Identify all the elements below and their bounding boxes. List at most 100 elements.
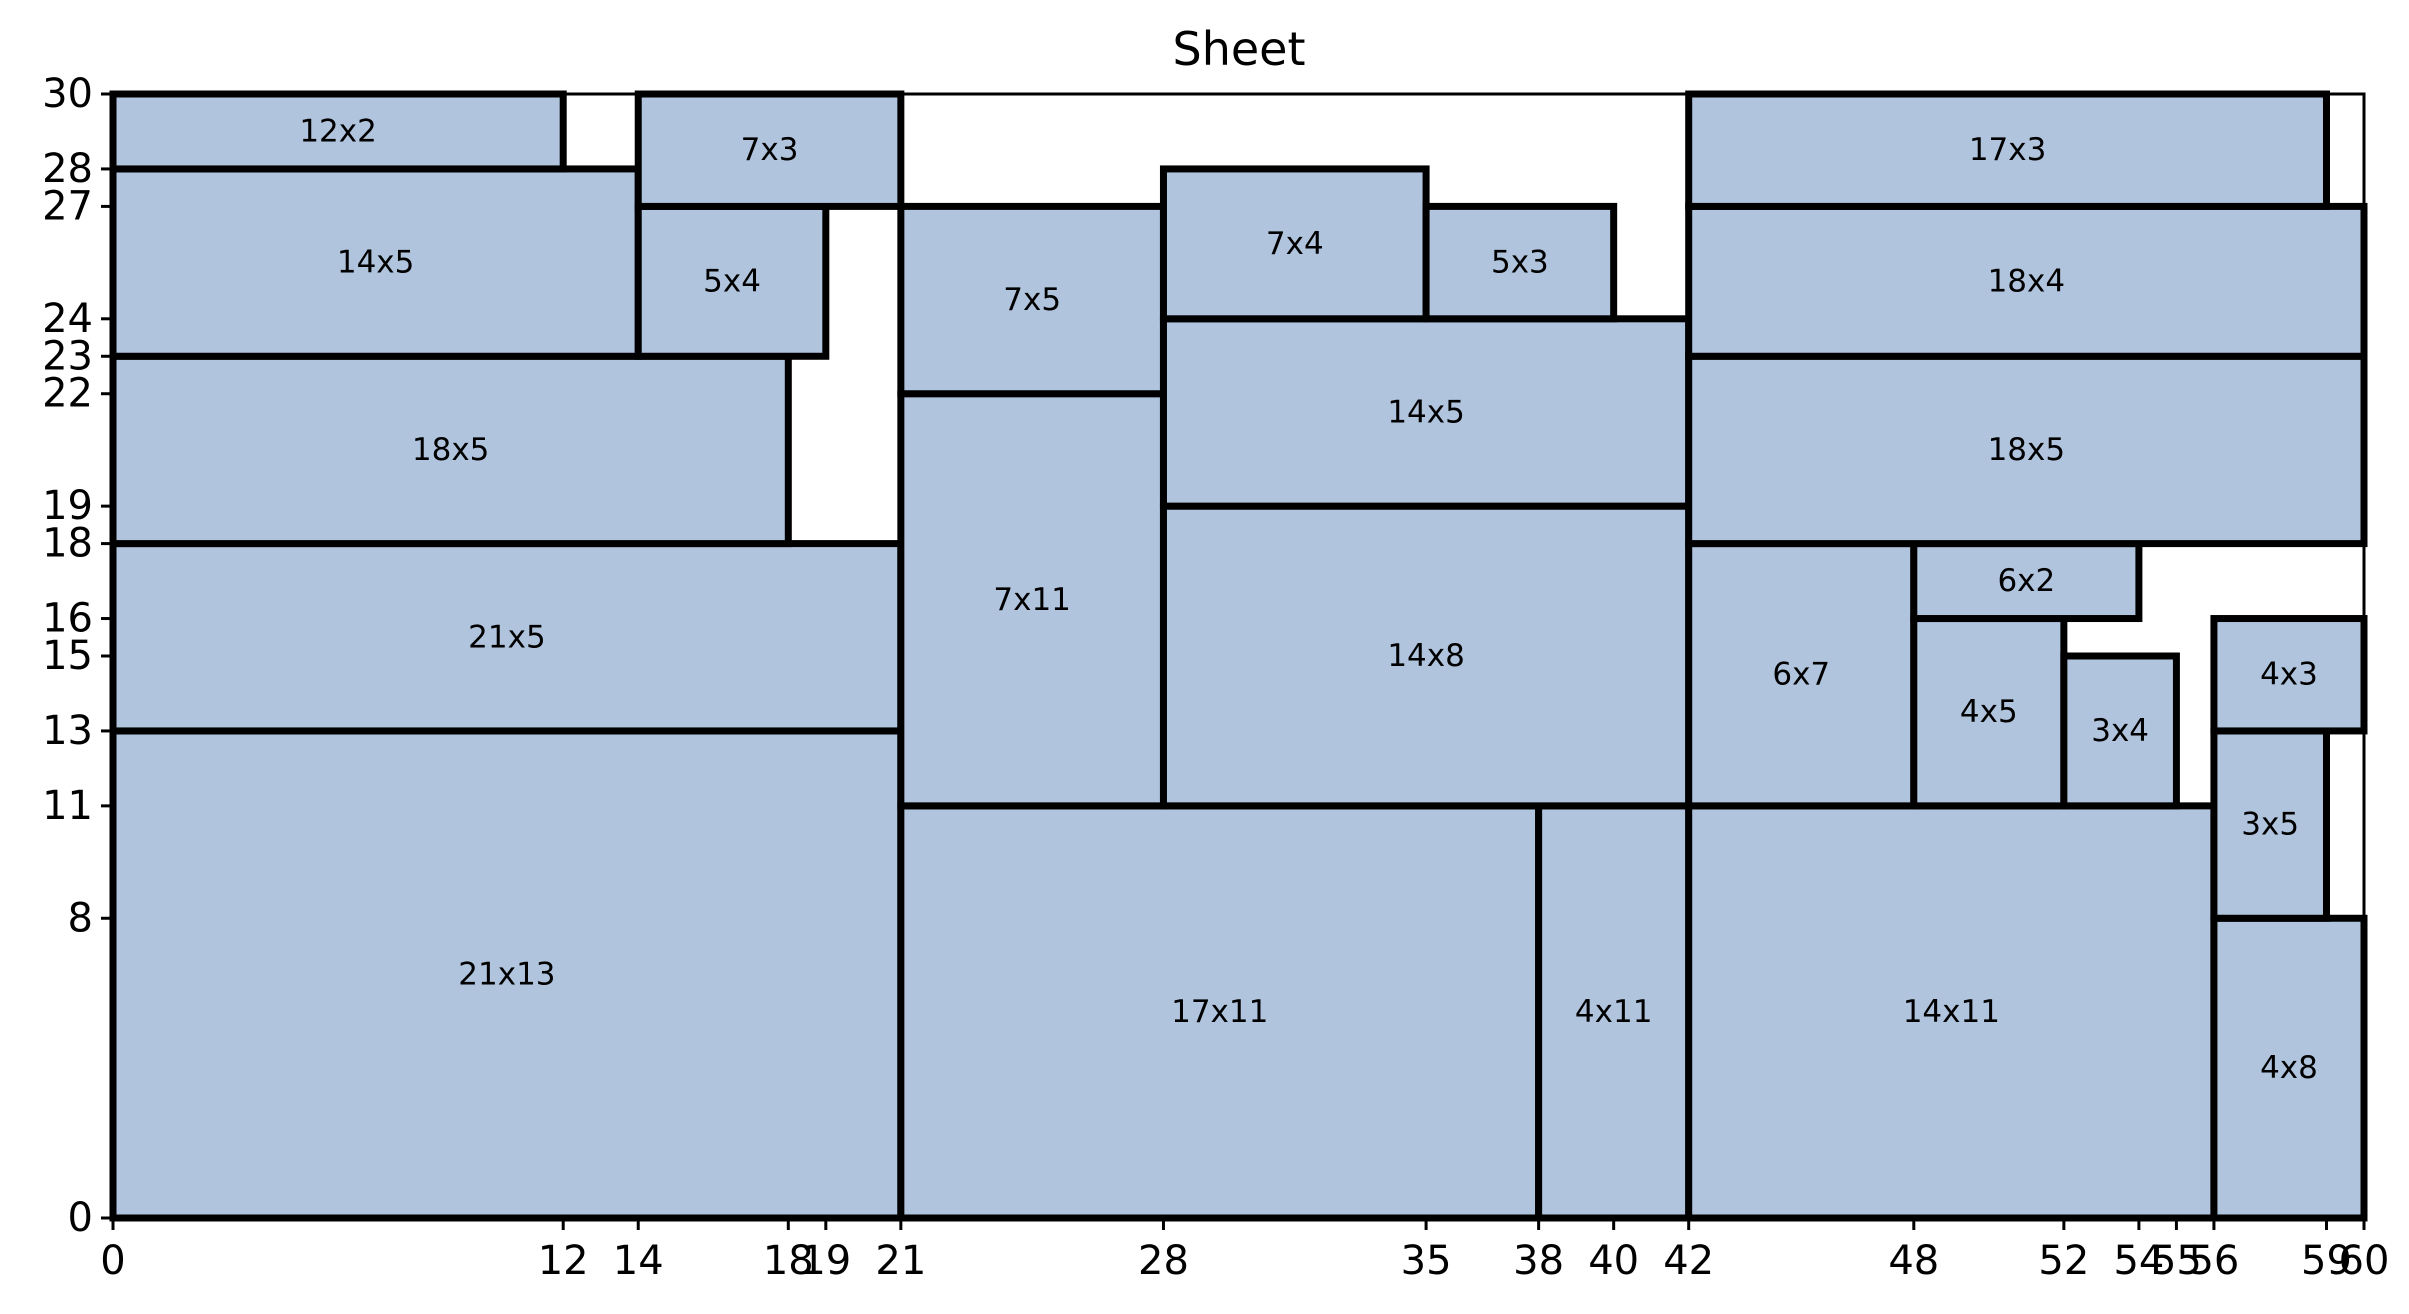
piece-5x3: 5x3: [1422, 202, 1618, 323]
y-tick-label: 30: [42, 71, 93, 117]
x-tick-label: 40: [1588, 1238, 1639, 1284]
piece-label: 7x4: [1266, 226, 1324, 262]
y-tick-label: 18: [42, 521, 93, 567]
piece-rect: [1159, 315, 1693, 510]
piece-label: 4x3: [2260, 657, 2318, 693]
piece-4x8: 4x8: [2210, 914, 2368, 1222]
x-tick-label: 18: [763, 1238, 814, 1284]
piece-3x5: 3x5: [2210, 727, 2330, 922]
piece-18x5: 18x5: [109, 352, 792, 548]
piece-label: 5x3: [1491, 245, 1549, 281]
y-tick-label: 11: [42, 783, 93, 829]
x-tick-label: 12: [538, 1238, 589, 1284]
x-tick-label: 52: [2038, 1238, 2089, 1284]
y-tick-label: 24: [42, 296, 93, 342]
y-tick-label: 19: [42, 483, 93, 529]
piece-label: 17x3: [1969, 132, 2047, 168]
piece-3x4: 3x4: [2060, 652, 2180, 810]
piece-12x2: 12x2: [109, 90, 567, 173]
y-tick-label: 27: [42, 183, 93, 229]
piece-label: 21x13: [458, 956, 555, 992]
y-tick-label: 22: [42, 371, 93, 417]
piece-label: 3x5: [2241, 807, 2299, 843]
piece-rect: [634, 202, 830, 360]
piece-rect: [634, 90, 905, 210]
piece-14x8: 14x8: [1159, 502, 1693, 810]
piece-14x11: 14x11: [1685, 802, 2218, 1222]
x-tick-label: 48: [1888, 1238, 1939, 1284]
pieces-group: 21x13 21x5 18x5 14x5 12x2 5x4 7x3 17x11 7x11 7x5 4…: [109, 90, 2368, 1222]
piece-rect: [1422, 202, 1618, 323]
piece-rect: [2210, 727, 2330, 922]
piece-7x4: 7x4: [1159, 165, 1430, 323]
piece-14x5: 14x5: [1159, 315, 1693, 510]
x-tick-label: 56: [2188, 1238, 2239, 1284]
piece-4x11: 4x11: [1535, 802, 1693, 1222]
x-tick-label: 59: [2301, 1238, 2352, 1284]
piece-rect: [897, 802, 1543, 1222]
piece-rect: [1685, 540, 1918, 810]
piece-18x5: 18x5: [1685, 352, 2368, 548]
piece-7x11: 7x11: [897, 390, 1167, 810]
piece-4x3: 4x3: [2210, 615, 2368, 735]
x-tick-label: 38: [1513, 1238, 1564, 1284]
piece-rect: [109, 727, 905, 1222]
x-tick-label: 19: [800, 1238, 851, 1284]
x-tick-label: 42: [1663, 1238, 1714, 1284]
chart-title: Sheet: [1173, 22, 1306, 76]
piece-17x11: 17x11: [897, 802, 1543, 1222]
piece-rect: [1685, 802, 2218, 1222]
piece-label: 3x4: [2091, 713, 2149, 749]
piece-label: 5x4: [703, 263, 761, 299]
piece-label: 14x5: [337, 245, 415, 281]
piece-label: 14x8: [1387, 638, 1465, 674]
piece-label: 7x11: [993, 582, 1071, 618]
piece-4x5: 4x5: [1910, 615, 2068, 810]
piece-18x4: 18x4: [1685, 202, 2368, 360]
piece-label: 18x5: [1988, 432, 2066, 468]
piece-label: 4x11: [1575, 994, 1653, 1030]
x-tick-label: 55: [2151, 1238, 2202, 1284]
piece-14x5: 14x5: [109, 165, 642, 360]
piece-rect: [897, 202, 1167, 398]
x-tick-label: 28: [1138, 1238, 1189, 1284]
piece-label: 14x5: [1387, 394, 1465, 430]
y-tick-label: 13: [42, 708, 93, 754]
y-tick-label: 0: [68, 1195, 93, 1241]
piece-rect: [1685, 352, 2368, 548]
piece-5x4: 5x4: [634, 202, 830, 360]
y-tick-label: 28: [42, 146, 93, 192]
piece-rect: [1159, 165, 1430, 323]
piece-21x5: 21x5: [109, 540, 905, 735]
y-tick-label: 16: [42, 596, 93, 642]
piece-rect: [1159, 502, 1693, 810]
piece-label: 6x2: [1997, 563, 2055, 599]
piece-label: 4x5: [1960, 694, 2018, 730]
piece-label: 21x5: [468, 619, 546, 655]
y-tick-label: 8: [68, 895, 93, 941]
x-tick-label: 60: [2339, 1238, 2390, 1284]
piece-rect: [2060, 652, 2180, 810]
piece-label: 7x3: [741, 132, 799, 168]
piece-7x3: 7x3: [634, 90, 905, 210]
piece-label: 4x8: [2260, 1050, 2318, 1086]
x-tick-label: 14: [613, 1238, 664, 1284]
piece-17x3: 17x3: [1685, 90, 2330, 210]
piece-rect: [897, 390, 1167, 810]
piece-label: 6x7: [1772, 657, 1830, 693]
x-tick-label: 21: [875, 1238, 926, 1284]
x-tick-label: 54: [2113, 1238, 2164, 1284]
piece-rect: [109, 540, 905, 735]
piece-6x2: 6x2: [1910, 540, 2143, 623]
piece-label: 14x11: [1903, 994, 2000, 1030]
y-tick-label: 15: [42, 633, 93, 679]
x-tick-label: 35: [1401, 1238, 1452, 1284]
piece-label: 12x2: [299, 113, 377, 149]
piece-6x7: 6x7: [1685, 540, 1918, 810]
piece-21x13: 21x13: [109, 727, 905, 1222]
piece-label: 18x5: [412, 432, 490, 468]
piece-label: 7x5: [1003, 282, 1061, 318]
